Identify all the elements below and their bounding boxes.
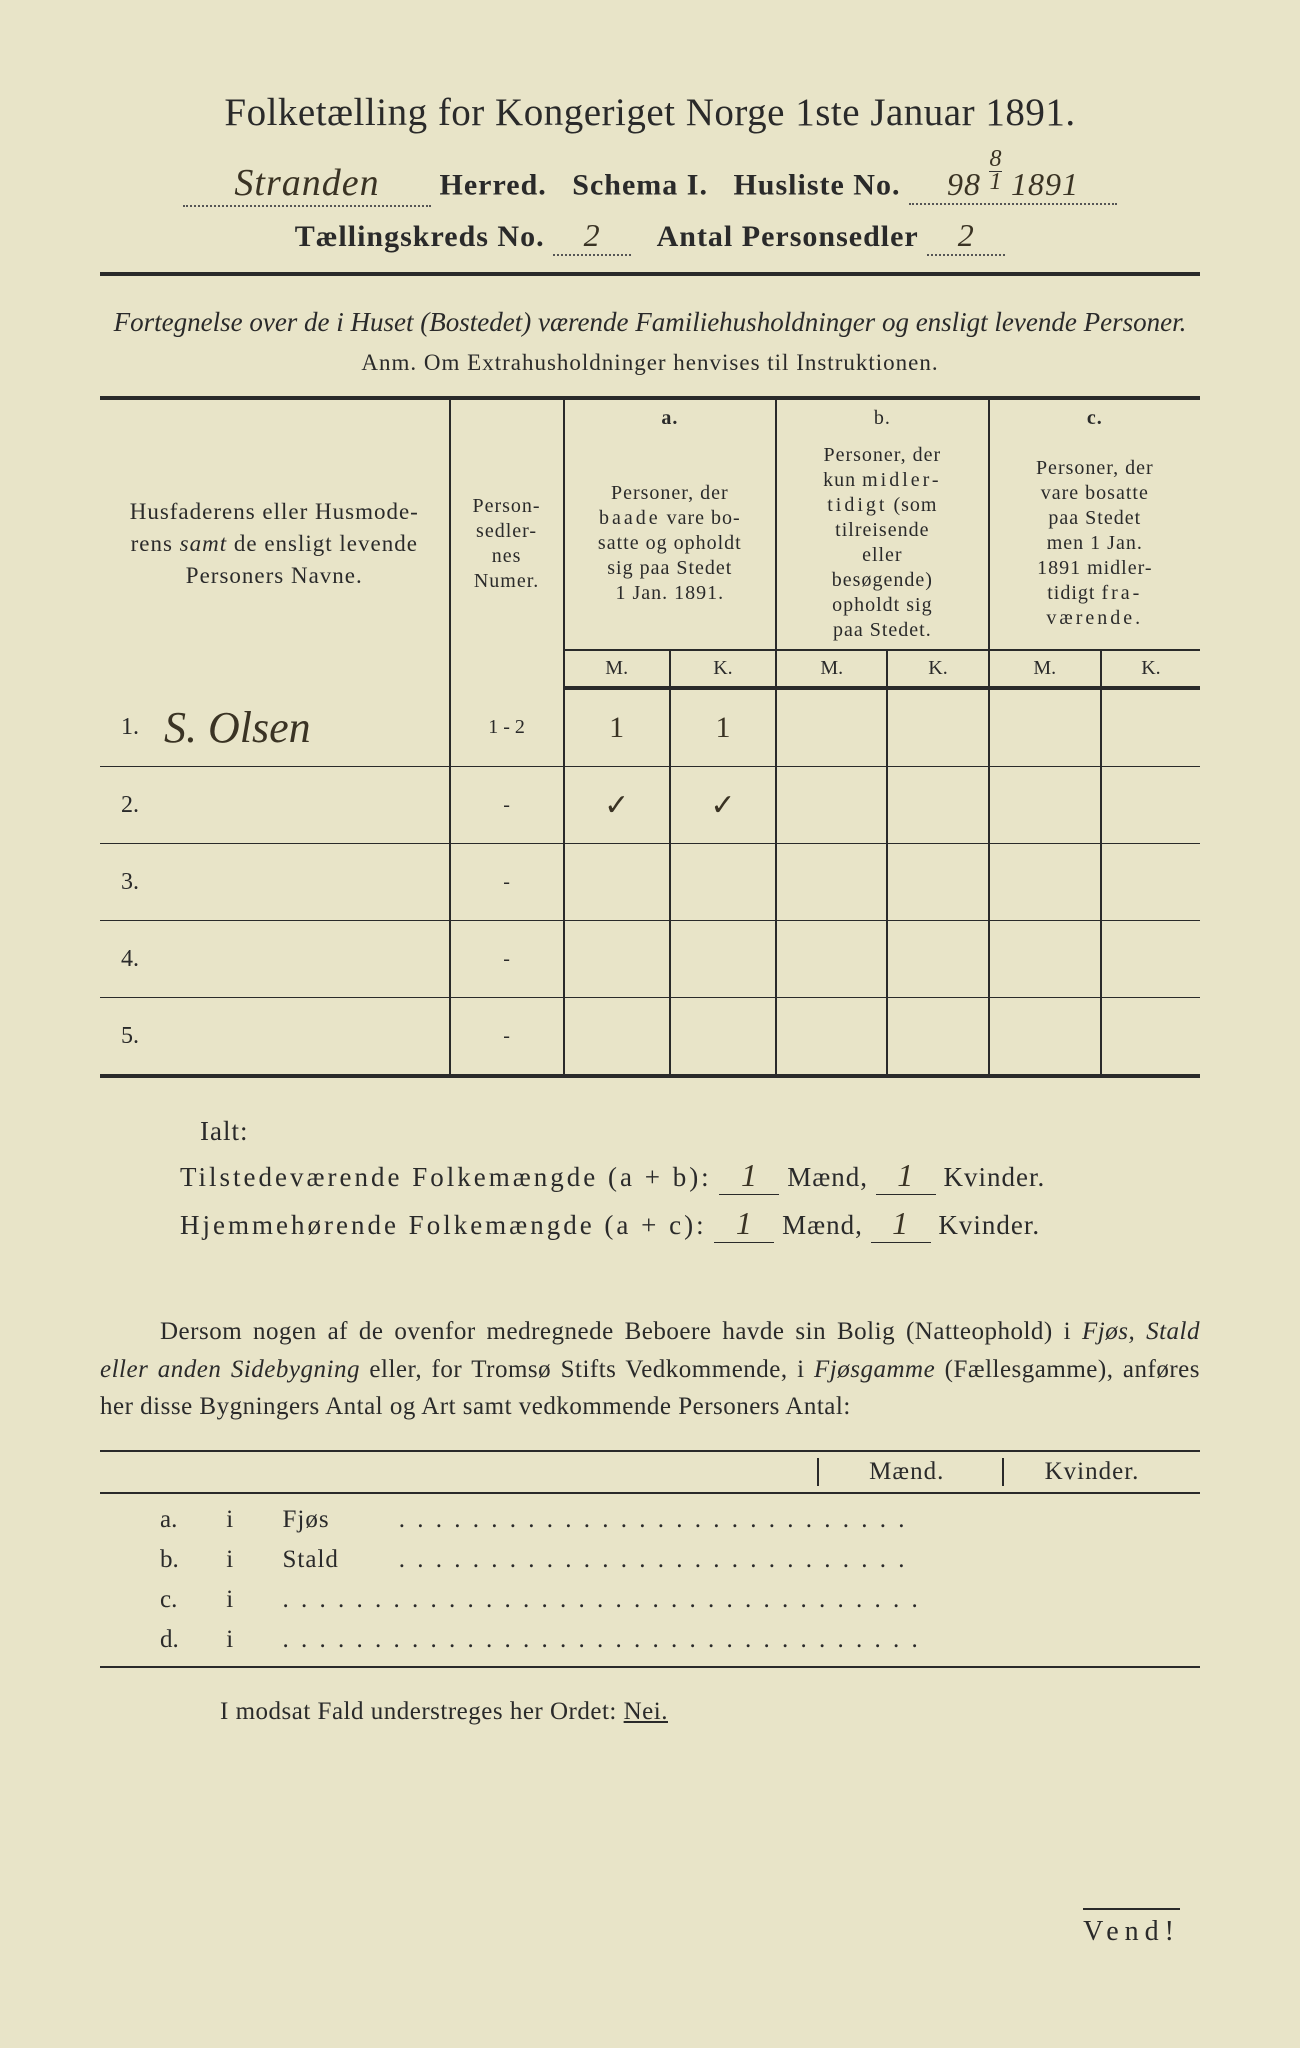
table-row: 3. - [100,844,1200,921]
c-k: K. [1101,650,1200,688]
sedler-value: 1 - 2 [450,688,564,767]
husliste-label: Husliste No. [733,169,900,202]
col2-header: Person-sedler-nesNumer. [450,400,564,688]
c-k-value [1101,688,1200,767]
row-num: 3. [100,844,156,921]
col-c-label: c. [989,400,1200,437]
b-k: K. [887,650,988,688]
totals-block: Ialt: Tilstedeværende Folkemængde (a + b… [100,1116,1200,1243]
subtitle: Fortegnelse over de i Huset (Bostedet) v… [100,304,1200,340]
schema-label: Schema I. [572,169,708,202]
l1-m: 1 [741,1157,758,1194]
row-num: 5. [100,998,156,1077]
sedler-value: - [450,998,564,1077]
turn-over: Vend! [1083,1908,1180,1948]
col-a-text: Personer, derbaade vare bo-satte og opho… [564,437,777,650]
husliste-year: 1891 [1011,166,1079,203]
antal-value: 2 [958,217,975,254]
b-m-value [776,688,887,767]
l2-m: 1 [736,1205,753,1242]
l2-k: 1 [892,1205,909,1242]
col-b-text: Personer, derkun midler-tidigt (somtilre… [776,437,989,650]
nei-line: I modsat Fald understreges her Ordet: Ne… [220,1698,1200,1726]
census-form-page: Folketælling for Kongeriget Norge 1ste J… [0,0,1300,2048]
page-title: Folketælling for Kongeriget Norge 1ste J… [100,90,1200,135]
a-m: M. [564,650,670,688]
present-line: Tilstedeværende Folkemængde (a + b): 1 M… [180,1157,1200,1195]
row-num: 1. [100,688,156,767]
kreds-label: Tællingskreds No. [295,220,545,253]
l1-k: 1 [897,1157,914,1194]
resident-line: Hjemmehørende Folkemængde (a + c): 1 Mæn… [180,1205,1200,1243]
row-num: 2. [100,767,156,844]
kvinder-col: Kvinder. [1002,1458,1180,1486]
mk-header: Mænd. Kvinder. [100,1450,1200,1494]
b-m: M. [776,650,887,688]
a-k: K. [670,650,776,688]
row-num: 4. [100,921,156,998]
husliste-date-frac: 81 [989,149,1002,193]
c-m-value [989,688,1101,767]
col-c-text: Personer, dervare bosattepaa Stedetmen 1… [989,437,1200,650]
herred-label: Herred. [440,169,547,202]
a-k-value: 1 [715,711,730,744]
c-m: M. [989,650,1101,688]
list-item: b. i Stald . . . . . . . . . . . . . . .… [160,1546,1200,1574]
husliste-value: 98 [947,166,981,203]
sedler-value: - [450,921,564,998]
anm-note: Anm. Om Extrahusholdninger henvises til … [100,350,1200,376]
ialt-label: Ialt: [200,1116,1200,1147]
col-a-label: a. [564,400,777,437]
a-m-value: 1 [609,711,624,744]
list-item: d. i . . . . . . . . . . . . . . . . . .… [160,1626,1200,1654]
antal-label: Antal Personsedler [657,220,919,253]
sedler-value: - [450,767,564,844]
table-row: 2. - ✓ ✓ [100,767,1200,844]
a-m-tick: ✓ [604,789,629,822]
kreds-value: 2 [584,217,601,254]
list-item: c. i . . . . . . . . . . . . . . . . . .… [160,1586,1200,1614]
divider-1 [100,272,1200,276]
table-row: 4. - [100,921,1200,998]
col1-header: Husfaderens eller Husmode-rens samt de e… [100,400,450,688]
census-table: Husfaderens eller Husmode-rens samt de e… [100,400,1200,1078]
table-row: 1. S. Olsen 1 - 2 1 1 [100,688,1200,767]
a-k-tick: ✓ [710,789,735,822]
header-line-1: Stranden Herred. Schema I. Husliste No. … [100,149,1200,207]
nei-word: Nei. [624,1698,668,1725]
header-line-2: Tællingskreds No. 2 Antal Personsedler 2 [100,217,1200,256]
herred-value: Stranden [234,161,379,205]
sedler-value: - [450,844,564,921]
col-b-label: b. [776,400,989,437]
list-item: a. i Fjøs . . . . . . . . . . . . . . . … [160,1506,1200,1534]
abcd-list: a. i Fjøs . . . . . . . . . . . . . . . … [160,1506,1200,1654]
b-k-value [887,688,988,767]
maend-col: Mænd. [817,1458,995,1486]
name-value: S. Olsen [164,703,311,752]
outbuilding-paragraph: Dersom nogen af de ovenfor medregnede Be… [100,1313,1200,1426]
table-row: 5. - [100,998,1200,1077]
divider-2 [100,1666,1200,1668]
